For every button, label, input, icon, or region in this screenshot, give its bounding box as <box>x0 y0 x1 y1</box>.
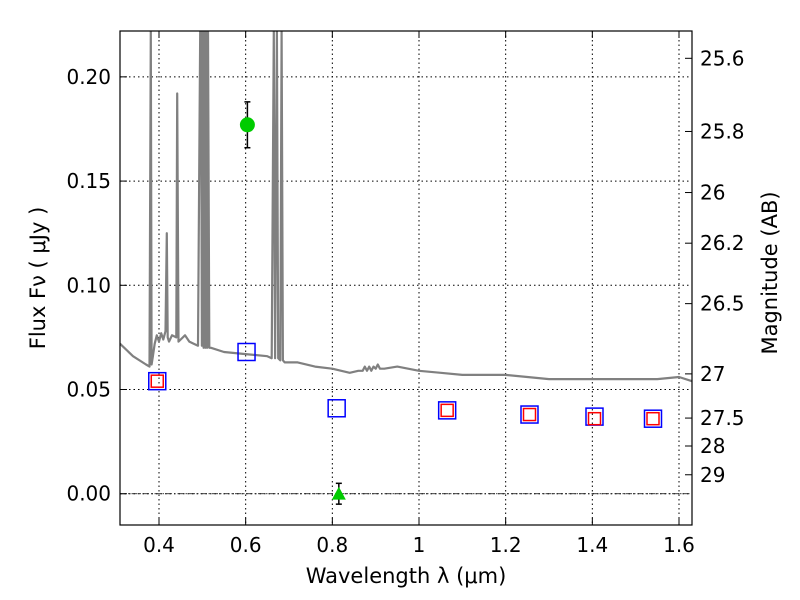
right-tick-label: 25.6 <box>700 46 745 70</box>
spectrum-line <box>120 31 692 383</box>
blue-square-marker <box>437 401 457 420</box>
blue-square-marker <box>327 399 346 418</box>
x-tick-label: 0.8 <box>316 533 348 557</box>
plot-frame <box>119 30 693 526</box>
series-layer <box>120 31 692 505</box>
x-tick-label: 1.6 <box>663 533 695 557</box>
red-square-marker <box>522 407 537 422</box>
x-tick-label: 1.2 <box>490 533 522 557</box>
green-triangle-marker <box>331 486 346 500</box>
right-tick-label: 29 <box>700 463 725 487</box>
right-tick-label: 26 <box>700 181 725 205</box>
x-tick-label: 0.6 <box>230 533 262 557</box>
x-tick-label: 1.4 <box>576 533 608 557</box>
ticks: 0.4 0.6 0.8 1 1.2 1.4 1.6 0.00 0.05 0.10 0.15 0.20 2… <box>66 31 745 557</box>
series-group <box>120 31 692 383</box>
y-tick-label: 0.15 <box>66 169 111 193</box>
x-tick-label: 1 <box>413 533 426 557</box>
red-square-marker <box>587 411 602 426</box>
red-square-marker <box>646 411 660 426</box>
blue-square-marker <box>643 409 663 428</box>
x-tick-label: 0.4 <box>143 533 175 557</box>
blue-square-marker <box>237 342 256 362</box>
right-tick-label: 25.8 <box>700 119 745 143</box>
blue-square-marker <box>520 405 539 424</box>
right-tick-label: 26.5 <box>700 292 745 316</box>
blue-square-marker <box>148 371 167 391</box>
y-tick-label: 0.20 <box>66 65 111 89</box>
right-tick-label: 26.2 <box>700 231 745 255</box>
red-square-marker <box>150 374 165 388</box>
red-square-marker <box>440 403 454 418</box>
right-axis-label: Magnitude (AB) <box>758 191 782 354</box>
y-axis-label: Flux Fν ( μJy ) <box>26 207 50 350</box>
y-tick-label: 0.10 <box>66 273 111 297</box>
right-tick-label: 28 <box>700 434 725 458</box>
x-axis-label: Wavelength λ (μm) <box>306 564 507 588</box>
right-tick-label: 27.5 <box>700 406 745 430</box>
y-tick-label: 0.05 <box>66 378 111 402</box>
y-tick-label: 0.00 <box>66 482 111 506</box>
green-circle-marker <box>239 117 255 133</box>
right-tick-label: 27 <box>700 362 725 386</box>
